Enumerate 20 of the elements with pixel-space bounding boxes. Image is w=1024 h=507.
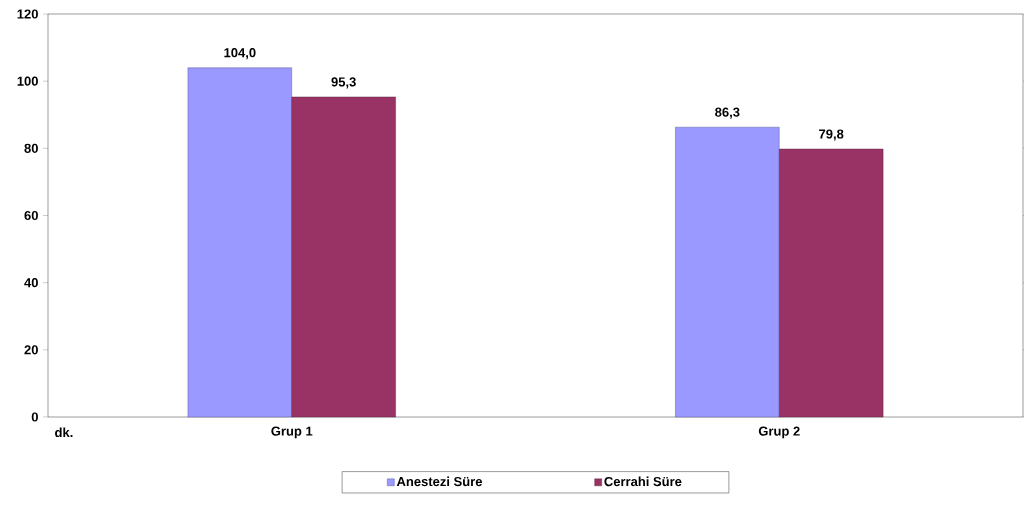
bar (675, 126, 780, 418)
bar (187, 67, 292, 418)
y-tick-label: 0 (31, 412, 38, 422)
legend-label: Anestezi Süre (396, 476, 483, 487)
y-tick-label: 80 (24, 143, 38, 153)
x-tick-label: Grup 2 (758, 426, 800, 439)
data-label: 86,3 (715, 107, 740, 119)
y-tick-label: 60 (24, 210, 38, 221)
y-tick-label: 100 (17, 76, 38, 86)
y-tick-label: 40 (24, 278, 38, 288)
y-tick-label: 120 (17, 9, 38, 19)
x-tick-label: Grup 1 (271, 426, 313, 439)
data-label: 95,3 (331, 77, 356, 89)
legend-label: Cerrahi Süre (604, 476, 682, 487)
y-tick-label: 20 (24, 345, 38, 355)
bar (291, 96, 396, 418)
data-label: 79,8 (819, 129, 844, 141)
data-label: 104,0 (224, 48, 256, 60)
bar (779, 148, 884, 418)
text: dk. (55, 427, 73, 438)
